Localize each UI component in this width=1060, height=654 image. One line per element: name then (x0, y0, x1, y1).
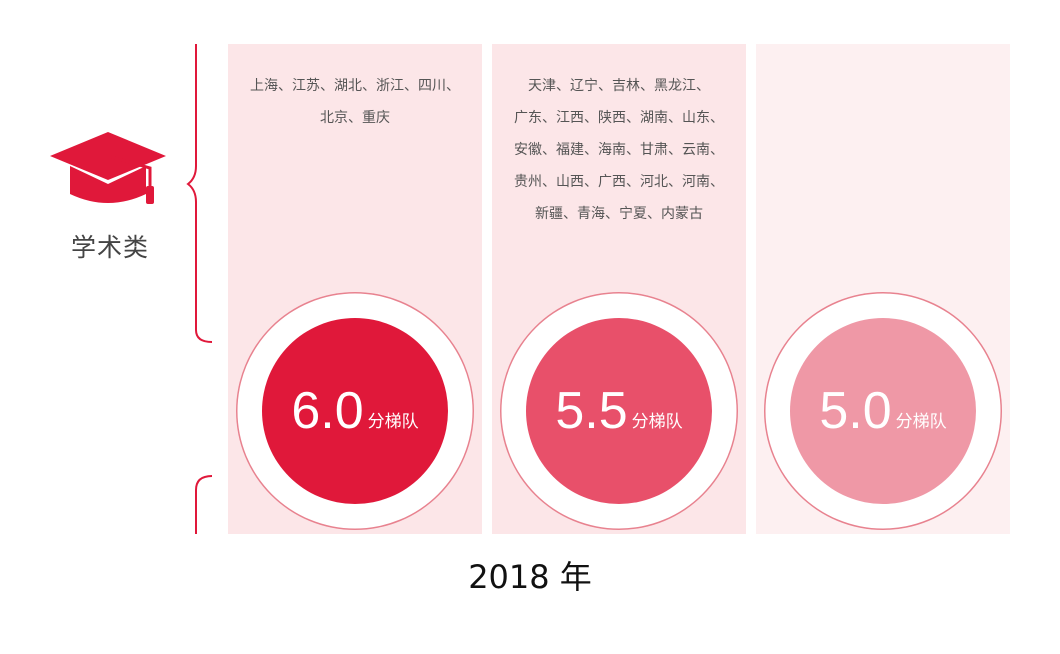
category-label: 学术类 (70, 233, 149, 262)
tier-3-score: 5.0 (819, 382, 892, 440)
graduation-cap-icon (46, 128, 170, 212)
category-bracket (186, 44, 213, 534)
tier-1-score: 6.0 (291, 382, 364, 440)
year-caption: 2018 年 (468, 558, 592, 596)
tier-2-unit: 分梯队 (631, 411, 683, 432)
tier-3-unit: 分梯队 (895, 411, 947, 432)
tier-1-unit: 分梯队 (367, 411, 419, 432)
tier-3-score-badge: 5.0 分梯队 (790, 318, 976, 504)
tier-2-score: 5.5 (555, 382, 628, 440)
tier-1-provinces: 上海、江苏、湖北、浙江、四川、 北京、重庆 (250, 78, 460, 126)
tier-2-provinces: 天津、辽宁、吉林、黑龙江、 广东、江西、陕西、湖南、山东、 安徽、福建、海南、甘… (514, 78, 724, 222)
tier-1-score-badge: 6.0 分梯队 (262, 318, 448, 504)
tier-2-score-badge: 5.5 分梯队 (526, 318, 712, 504)
